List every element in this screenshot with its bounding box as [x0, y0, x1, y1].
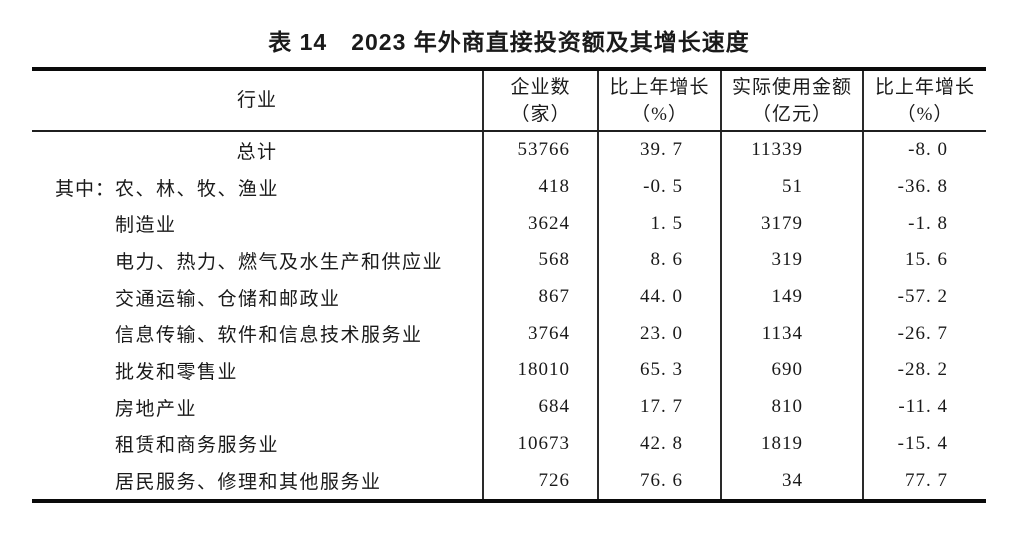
table-row: 房地产业 684 17. 7 810 -11. 4	[32, 388, 986, 426]
cell-enterprises: 18010	[482, 352, 597, 389]
cell-enterprises: 53766	[482, 132, 597, 169]
header-enterprises-unit: （家）	[510, 103, 571, 125]
cell-enterprises: 3624	[482, 205, 597, 243]
table-row: 制造业 3624 1. 5 3179 -1. 8	[32, 205, 986, 243]
industry-name: 电力、热力、燃气及水生产和供应业	[115, 251, 444, 273]
cell-amount-used: 810	[720, 388, 862, 426]
cell-enterprises: 10673	[482, 425, 597, 463]
cell-industry: 制造业	[32, 205, 482, 242]
header-industry: 行业	[32, 71, 482, 130]
industry-name: 交通运输、仓储和邮政业	[115, 288, 341, 310]
cell-amount-growth: -28. 2	[862, 352, 986, 389]
cell-enterprises-growth: 65. 3	[597, 352, 720, 389]
header-amount-growth-unit: （%）	[896, 103, 954, 125]
cell-amount-growth: -1. 8	[862, 205, 986, 243]
header-enterprises-growth-label: 比上年增长	[609, 76, 710, 98]
cell-industry: 其中： 农、林、牧、渔业	[32, 169, 482, 206]
cell-industry: 房地产业	[32, 389, 482, 426]
industry-name: 信息传输、软件和信息技术服务业	[115, 325, 423, 347]
cell-amount-growth: -57. 2	[862, 278, 986, 316]
cell-industry: 交通运输、仓储和邮政业	[32, 279, 482, 316]
header-amount-used-label: 实际使用金额	[731, 76, 852, 98]
row-prefix: 其中：	[55, 178, 116, 200]
table-row: 信息传输、软件和信息技术服务业 3764 23. 0 1134 -26. 7	[32, 315, 986, 353]
header-amount-growth-label: 比上年增长	[874, 76, 975, 98]
cell-amount-used: 319	[720, 242, 862, 279]
industry-name: 房地产业	[115, 398, 198, 420]
cell-enterprises: 568	[482, 242, 597, 279]
cell-amount-used: 1134	[720, 315, 862, 353]
table-row: 交通运输、仓储和邮政业 867 44. 0 149 -57. 2	[32, 278, 986, 316]
table-body: 总计 53766 39. 7 11339 -8. 0 其中： 农、林、牧、渔业 …	[32, 132, 986, 499]
table-title: 表 14 2023 年外商直接投资额及其增长速度	[268, 29, 750, 55]
header-amount-used: 实际使用金额 （亿元）	[720, 71, 862, 130]
cell-amount-growth: -8. 0	[862, 132, 986, 169]
cell-amount-used: 1819	[720, 425, 862, 463]
cell-enterprises: 418	[482, 168, 597, 206]
cell-enterprises: 867	[482, 278, 597, 316]
industry-name: 农、林、牧、渔业	[115, 178, 280, 200]
header-enterprises-label: 企业数	[510, 76, 571, 98]
fdi-table: 行业 企业数 （家） 比上年增长 （%） 实际使用金额 （亿元） 比上年增长 （…	[32, 67, 986, 503]
cell-industry: 租赁和商务服务业	[32, 426, 482, 463]
table-row: 总计 53766 39. 7 11339 -8. 0	[32, 132, 986, 169]
cell-enterprises-growth: -0. 5	[597, 168, 720, 206]
cell-industry: 电力、热力、燃气及水生产和供应业	[32, 242, 482, 279]
header-industry-label: 行业	[236, 90, 277, 111]
cell-industry: 信息传输、软件和信息技术服务业	[32, 315, 482, 352]
cell-amount-growth: -15. 4	[862, 425, 986, 463]
cell-enterprises: 726	[482, 462, 597, 499]
table-row: 电力、热力、燃气及水生产和供应业 568 8. 6 319 15. 6	[32, 242, 986, 279]
header-amount-used-unit: （亿元）	[751, 103, 832, 125]
cell-industry: 批发和零售业	[32, 352, 482, 389]
table-row: 租赁和商务服务业 10673 42. 8 1819 -15. 4	[32, 425, 986, 463]
cell-industry: 总计	[32, 132, 482, 169]
table-header-row: 行业 企业数 （家） 比上年增长 （%） 实际使用金额 （亿元） 比上年增长 （…	[32, 71, 986, 132]
cell-amount-growth: 77. 7	[862, 462, 986, 499]
cell-industry: 居民服务、修理和其他服务业	[32, 462, 482, 499]
cell-enterprises: 684	[482, 388, 597, 426]
cell-amount-growth: 15. 6	[862, 242, 986, 279]
cell-amount-growth: -36. 8	[862, 168, 986, 206]
cell-amount-used: 51	[720, 168, 862, 206]
table-row: 其中： 农、林、牧、渔业 418 -0. 5 51 -36. 8	[32, 168, 986, 206]
cell-enterprises-growth: 17. 7	[597, 388, 720, 426]
industry-name: 总计	[236, 141, 278, 163]
cell-amount-growth: -26. 7	[862, 315, 986, 353]
cell-enterprises-growth: 1. 5	[597, 205, 720, 243]
cell-enterprises-growth: 44. 0	[597, 278, 720, 316]
cell-amount-used: 690	[720, 352, 862, 389]
cell-enterprises-growth: 39. 7	[597, 132, 720, 169]
header-enterprises-growth: 比上年增长 （%）	[597, 71, 720, 130]
industry-name: 居民服务、修理和其他服务业	[115, 472, 382, 494]
cell-amount-used: 34	[720, 462, 862, 499]
header-enterprises-growth-unit: （%）	[631, 103, 688, 125]
cell-amount-used: 149	[720, 278, 862, 316]
cell-enterprises: 3764	[482, 315, 597, 353]
table-row: 居民服务、修理和其他服务业 726 76. 6 34 77. 7	[32, 462, 986, 499]
cell-amount-used: 3179	[720, 205, 862, 243]
table-row: 批发和零售业 18010 65. 3 690 -28. 2	[32, 352, 986, 389]
industry-name: 制造业	[115, 215, 177, 237]
cell-enterprises-growth: 42. 8	[597, 425, 720, 463]
header-enterprises: 企业数 （家）	[482, 71, 597, 130]
cell-amount-growth: -11. 4	[862, 388, 986, 426]
cell-enterprises-growth: 23. 0	[597, 315, 720, 353]
cell-enterprises-growth: 8. 6	[597, 242, 720, 279]
cell-enterprises-growth: 76. 6	[597, 462, 720, 499]
header-amount-growth: 比上年增长 （%）	[862, 71, 986, 130]
industry-name: 批发和零售业	[115, 361, 239, 383]
industry-name: 租赁和商务服务业	[115, 435, 280, 457]
cell-amount-used: 11339	[720, 132, 862, 169]
